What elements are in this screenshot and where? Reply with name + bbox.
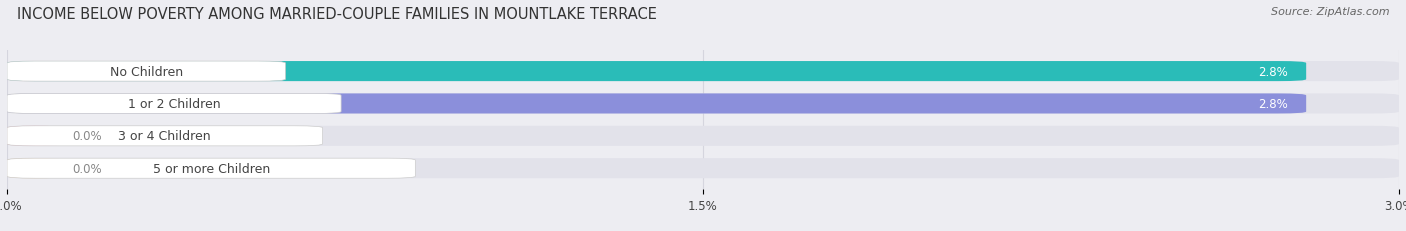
FancyBboxPatch shape xyxy=(7,158,415,179)
Text: 0.0%: 0.0% xyxy=(72,162,101,175)
FancyBboxPatch shape xyxy=(7,94,342,114)
FancyBboxPatch shape xyxy=(7,94,1399,114)
Text: 2.8%: 2.8% xyxy=(1258,65,1288,78)
FancyBboxPatch shape xyxy=(7,126,322,146)
Text: 2.8%: 2.8% xyxy=(1258,97,1288,110)
FancyBboxPatch shape xyxy=(7,126,63,146)
Text: 5 or more Children: 5 or more Children xyxy=(153,162,270,175)
Text: INCOME BELOW POVERTY AMONG MARRIED-COUPLE FAMILIES IN MOUNTLAKE TERRACE: INCOME BELOW POVERTY AMONG MARRIED-COUPL… xyxy=(17,7,657,22)
Text: 0.0%: 0.0% xyxy=(72,130,101,143)
FancyBboxPatch shape xyxy=(7,62,285,82)
FancyBboxPatch shape xyxy=(7,62,1399,82)
FancyBboxPatch shape xyxy=(7,158,63,179)
Text: Source: ZipAtlas.com: Source: ZipAtlas.com xyxy=(1271,7,1389,17)
Text: No Children: No Children xyxy=(110,65,183,78)
Text: 1 or 2 Children: 1 or 2 Children xyxy=(128,97,221,110)
FancyBboxPatch shape xyxy=(7,126,1399,146)
FancyBboxPatch shape xyxy=(7,62,1306,82)
FancyBboxPatch shape xyxy=(7,94,1306,114)
Text: 3 or 4 Children: 3 or 4 Children xyxy=(118,130,211,143)
FancyBboxPatch shape xyxy=(7,158,1399,179)
